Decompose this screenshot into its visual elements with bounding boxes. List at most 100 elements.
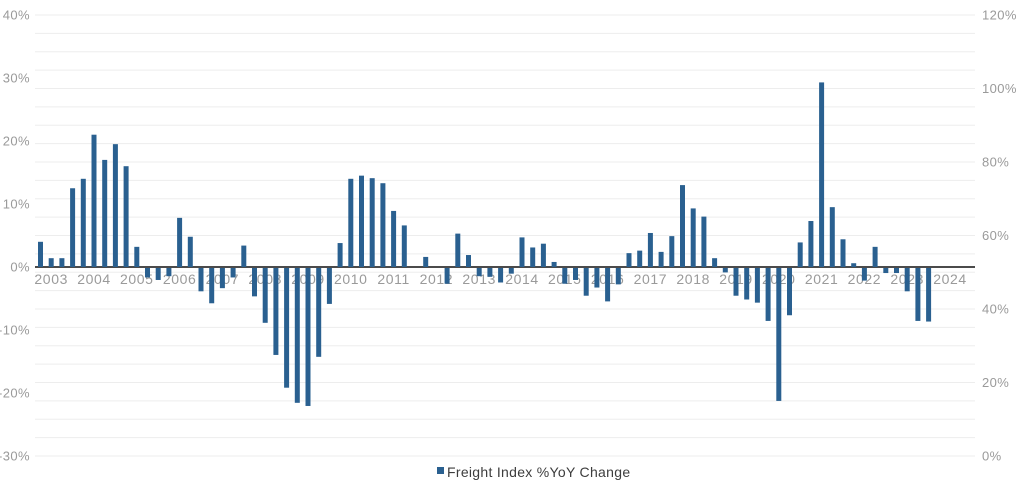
bar: [530, 247, 536, 267]
bar: [615, 268, 621, 285]
x-axis-year-label: 2004: [77, 271, 111, 287]
y-axis-right-tick-label: 100%: [982, 81, 1017, 96]
bar: [669, 236, 675, 267]
bar: [583, 268, 589, 296]
bar: [423, 256, 429, 267]
bar: [498, 268, 504, 283]
bar: [712, 258, 718, 267]
x-axis-year-label: 2024: [933, 271, 967, 287]
bar: [797, 242, 803, 267]
bar: [198, 268, 204, 292]
y-axis-right-tick-label: 0%: [982, 449, 1002, 464]
x-axis-year-label: 2005: [120, 271, 154, 287]
y-axis-right-tick-label: 120%: [982, 8, 1017, 23]
x-axis-year-label: 2021: [805, 271, 839, 287]
bar: [701, 216, 707, 267]
bar: [316, 268, 322, 357]
x-axis-year-label: 2010: [334, 271, 368, 287]
bar: [38, 241, 43, 267]
bar: [391, 210, 397, 267]
bar: [455, 233, 461, 267]
bar: [540, 243, 546, 267]
bar: [594, 268, 600, 288]
bar: [872, 246, 878, 267]
bar: [680, 185, 685, 267]
bar: [904, 268, 910, 292]
bar: [241, 245, 247, 267]
legend-label: Freight Index %YoY Change: [447, 464, 630, 480]
bar: [294, 268, 300, 403]
bar: [808, 221, 814, 267]
y-axis-left-tick-label: -10%: [0, 323, 30, 338]
bar: [487, 268, 493, 277]
y-axis-left-tick-label: 10%: [3, 197, 30, 212]
y-axis-left-tick-label: 40%: [3, 8, 30, 23]
bar: [273, 268, 279, 355]
bar: [252, 268, 257, 297]
x-axis-year-label: 2003: [34, 271, 68, 287]
bar: [401, 225, 407, 267]
bar: [102, 159, 108, 267]
bar: [626, 253, 632, 267]
bar: [112, 144, 118, 267]
bar: [359, 175, 364, 267]
bar: [177, 217, 183, 267]
bar: [551, 261, 557, 267]
bar: [733, 268, 739, 296]
bar: [219, 268, 225, 289]
bar: [466, 255, 471, 267]
bar: [209, 268, 215, 304]
bar: [59, 258, 65, 267]
bar: [605, 268, 611, 302]
y-axis-left-tick-label: 20%: [3, 134, 30, 149]
y-axis-left-tick-label: -30%: [0, 449, 30, 464]
bar: [883, 268, 889, 274]
bar: [519, 237, 525, 267]
bar: [562, 268, 568, 284]
bar: [637, 250, 643, 267]
bar: [658, 251, 664, 267]
bar: [284, 268, 290, 388]
bar: [145, 268, 150, 278]
bar: [369, 178, 375, 267]
y-axis-right-tick-label: 60%: [982, 228, 1009, 243]
bar: [744, 268, 750, 300]
bar: [134, 246, 140, 267]
bar: [508, 268, 514, 274]
bar: [647, 232, 653, 267]
bar: [476, 268, 482, 277]
bar: [690, 208, 696, 267]
x-axis-year-label: 2014: [505, 271, 539, 287]
bar: [915, 268, 921, 321]
bar: [787, 268, 792, 316]
bar: [230, 268, 236, 278]
bar: [776, 268, 782, 401]
y-axis-left-tick-label: 30%: [3, 71, 30, 86]
bar: [444, 268, 450, 284]
bar: [326, 268, 332, 304]
x-axis-year-label: 2013: [462, 271, 496, 287]
bar: [722, 268, 728, 273]
legend-marker-icon: [437, 467, 444, 474]
x-axis-year-label: 2017: [634, 271, 668, 287]
bar: [754, 268, 760, 303]
bar: [926, 268, 932, 322]
x-axis-year-label: 2011: [377, 271, 410, 287]
y-axis-right-tick-label: 20%: [982, 375, 1009, 390]
y-axis-left-tick-label: 0%: [10, 260, 30, 275]
y-axis-right-tick-label: 80%: [982, 155, 1009, 170]
x-axis-year-label: 2012: [420, 271, 454, 287]
bar: [70, 188, 76, 267]
bar: [861, 268, 867, 281]
bar: [819, 82, 825, 267]
bar: [380, 183, 386, 267]
y-axis-right-tick-label: 40%: [982, 302, 1009, 317]
bar: [348, 178, 354, 267]
bar: [337, 243, 343, 267]
bar: [894, 268, 899, 274]
bar: [48, 258, 54, 267]
bar: [840, 239, 846, 267]
bar: [187, 236, 193, 267]
bar: [91, 134, 97, 267]
